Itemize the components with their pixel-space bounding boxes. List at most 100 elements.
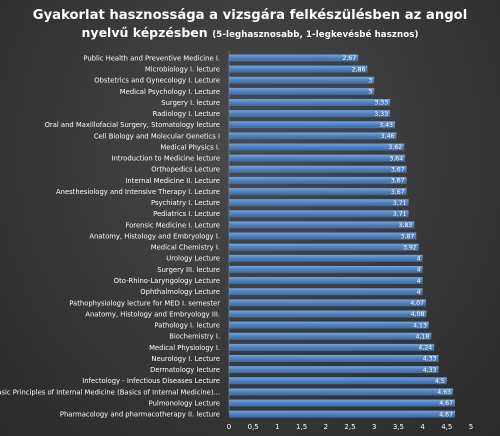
category-label: Radiology I. Lecture (153, 110, 220, 118)
data-label: 2,67 (342, 55, 356, 62)
data-label: 4 (417, 278, 421, 285)
data-label: 4,67 (439, 400, 453, 407)
category-label: Surgery I. lecture (161, 99, 220, 107)
data-label: 3 (368, 89, 372, 96)
bar (229, 410, 456, 418)
category-label: Medical Psychology I. Lecture (120, 88, 220, 96)
data-label: 4,13 (413, 322, 427, 329)
bar (229, 343, 435, 351)
data-label: 3,62 (388, 144, 402, 151)
bar (229, 221, 415, 229)
data-label: 3,67 (391, 178, 405, 185)
category-label: Pediatrics I. Lecture (153, 210, 220, 218)
chart-title-line2-text: nyelvű képzésben (81, 25, 208, 40)
bar (229, 76, 375, 84)
bar (229, 265, 423, 273)
bar (229, 366, 439, 374)
category-label: Neurology I. Lecture (151, 355, 220, 363)
bar (229, 243, 419, 251)
x-tick-label: 2 (324, 423, 328, 431)
x-tick-label: 4 (420, 423, 425, 431)
category-label: Anesthesiology and Intensive Therapy I. … (56, 188, 220, 196)
x-tick-label: 5 (469, 423, 473, 431)
data-label: 3,67 (391, 189, 405, 196)
category-label: Cell Biology and Molecular Genetics I (94, 132, 220, 140)
data-label: 3,67 (391, 167, 405, 174)
bar (229, 232, 417, 240)
category-label: Anatomy, Histology and Embryology III. (85, 310, 220, 318)
category-label: Dermatology lecture (150, 366, 220, 374)
category-label: Medical Physics I. (160, 143, 220, 151)
bar (229, 110, 391, 118)
bar (229, 332, 432, 340)
x-tick-label: 0,5 (248, 423, 259, 431)
data-label: 4,67 (439, 411, 453, 418)
data-label: 3 (368, 77, 372, 84)
category-label: Urology Lecture (166, 255, 220, 263)
category-label: Microbiology I. lecture (145, 66, 220, 74)
bar (229, 99, 391, 107)
category-label: Infectology - Infectious Diseases Lectur… (82, 377, 220, 385)
data-label: 2,86 (352, 66, 366, 73)
chart-title-line1: Gyakorlat hasznossága a vizsgára felkész… (32, 8, 468, 23)
category-label: Medical Chemistry I. (151, 244, 220, 252)
bar (229, 87, 375, 95)
category-label: Pharmacology and pharmacotherapy II. lec… (60, 411, 220, 419)
data-label: 4,33 (423, 367, 437, 374)
data-label: 3,92 (403, 244, 417, 251)
data-label: 4,07 (410, 300, 424, 307)
data-label: 3,64 (389, 155, 403, 162)
data-label: 4,33 (423, 356, 437, 363)
category-label: Psychiatry I. Lecture (151, 199, 220, 207)
x-tick-label: 3,5 (393, 423, 404, 431)
x-tick-label: 2,5 (344, 423, 355, 431)
category-label: Surgery III. lecture (157, 266, 220, 274)
category-label: Pathophysiology lecture for MED I. semes… (69, 299, 220, 307)
data-label: 4,18 (416, 333, 430, 340)
data-label: 3,71 (393, 200, 407, 207)
bar (229, 355, 439, 363)
bar (229, 121, 396, 129)
x-tick-label: 1,5 (296, 423, 307, 431)
bar (229, 65, 368, 73)
data-label: 3,33 (374, 111, 388, 118)
bar (229, 299, 426, 307)
x-tick-label: 4,5 (441, 423, 452, 431)
data-label: 4,08 (411, 311, 425, 318)
chart-title: Gyakorlat hasznossága a vizsgára felkész… (0, 7, 500, 44)
category-label: Medical Physiology I. (149, 344, 220, 352)
data-label: 3,83 (399, 222, 413, 229)
x-tick-label: 0 (227, 423, 231, 431)
x-tick-label: 1 (275, 423, 279, 431)
bar (229, 399, 456, 407)
chart-title-note: (5-leghasznosabb, 1-legkevésbé hasznos) (212, 30, 419, 40)
bar (229, 377, 447, 385)
category-label: Orthopedics Lecture (151, 166, 220, 174)
bar (229, 143, 405, 151)
bar (229, 176, 407, 184)
category-label: Pulmonology Lecture (149, 399, 220, 407)
bar (229, 154, 406, 162)
data-label: 3,33 (374, 100, 388, 107)
category-label: Forensic Medicine I. Lecture (125, 221, 220, 229)
data-label: 4 (417, 267, 421, 274)
x-tick-label: 3 (372, 423, 376, 431)
bar (229, 310, 427, 318)
bar (229, 165, 407, 173)
bar (229, 54, 359, 62)
data-label: 4,63 (437, 389, 451, 396)
bar (229, 288, 423, 296)
bar (229, 188, 407, 196)
data-label: 3,71 (393, 211, 407, 218)
bar (229, 277, 423, 285)
bar (229, 199, 409, 207)
category-label: Obstetrics and Gynecology I. Lecture (94, 77, 220, 85)
bar (229, 254, 423, 262)
data-label: 4 (417, 256, 421, 263)
category-label: Internal Medicine II. Lecture (125, 177, 220, 185)
data-label: 4,24 (418, 345, 432, 352)
bar (229, 210, 409, 218)
data-label: 3,87 (401, 233, 415, 240)
